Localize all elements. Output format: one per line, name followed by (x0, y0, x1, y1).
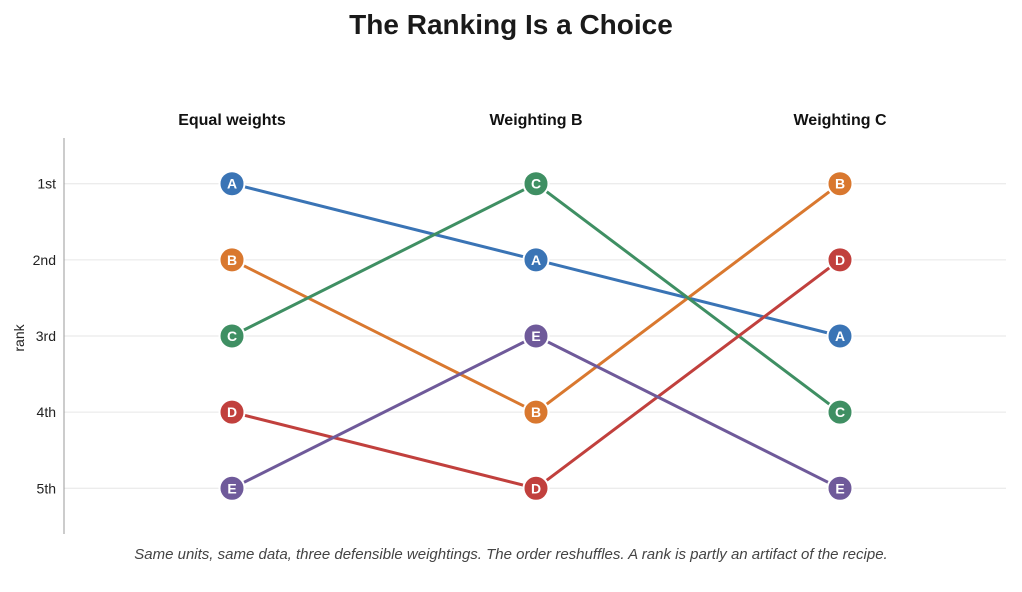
point-label: A (531, 252, 541, 268)
point-marker (522, 398, 550, 426)
series-point-c: C (826, 398, 854, 426)
series-point-a: A (218, 170, 246, 198)
chart-title: The Ranking Is a Choice (349, 9, 673, 40)
y-tick-label: 5th (37, 480, 56, 496)
series-point-c: C (218, 322, 246, 350)
series-line-d (230, 258, 842, 490)
point-label: A (227, 176, 237, 192)
series-point-b: B (826, 170, 854, 198)
point-marker (522, 322, 550, 350)
point-label: A (835, 328, 845, 344)
y-tick-label: 4th (37, 404, 56, 420)
point-marker (826, 322, 854, 350)
point-marker (826, 170, 854, 198)
point-marker (522, 246, 550, 274)
point-label: C (531, 176, 541, 192)
series-point-d: D (218, 398, 246, 426)
series-point-a: A (522, 246, 550, 274)
point-marker (218, 246, 246, 274)
point-label: B (835, 176, 845, 192)
series-point-a: A (826, 322, 854, 350)
column-label: Weighting B (489, 112, 582, 129)
point-label: D (531, 480, 541, 496)
point-label: E (227, 480, 236, 496)
column-label: Equal weights (178, 112, 286, 129)
y-tick-labels: 1st 2nd 3rd 4th 5th (33, 176, 56, 497)
point-marker (218, 474, 246, 502)
series-point-e: E (826, 474, 854, 502)
y-axis-label: rank (11, 323, 27, 351)
series-point-e: E (522, 322, 550, 350)
point-label: B (531, 404, 541, 420)
series-point-d: D (522, 474, 550, 502)
point-label: E (835, 480, 844, 496)
y-tick-label: 3rd (36, 328, 56, 344)
series-line-b (230, 182, 842, 414)
point-marker (218, 398, 246, 426)
point-label: D (227, 404, 237, 420)
point-marker (826, 474, 854, 502)
point-marker (826, 398, 854, 426)
point-marker (522, 170, 550, 198)
series-point-d: D (826, 246, 854, 274)
series-point-b: B (218, 246, 246, 274)
column-label: Weighting C (793, 112, 886, 129)
point-label: C (227, 328, 237, 344)
y-tick-label: 2nd (33, 252, 56, 268)
point-marker (522, 474, 550, 502)
point-label: B (227, 252, 237, 268)
point-label: C (835, 404, 845, 420)
point-marker (826, 246, 854, 274)
series-line-c (230, 182, 842, 414)
series-point-b: B (522, 398, 550, 426)
point-label: D (835, 252, 845, 268)
point-marker (218, 322, 246, 350)
series-point-e: E (218, 474, 246, 502)
series-nodes: A A A B B B C C C D D D E E E (218, 170, 854, 502)
y-tick-label: 1st (37, 176, 56, 192)
series-point-c: C (522, 170, 550, 198)
point-marker (218, 170, 246, 198)
column-labels: Equal weights Weighting B Weighting C (178, 112, 887, 129)
point-label: E (531, 328, 540, 344)
chart-caption: Same units, same data, three defensible … (134, 546, 887, 563)
